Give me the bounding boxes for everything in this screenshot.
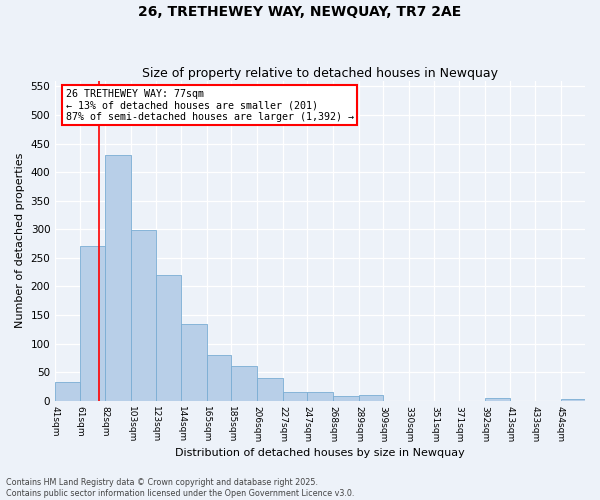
Bar xyxy=(55,382,80,400)
Text: Contains HM Land Registry data © Crown copyright and database right 2025.
Contai: Contains HM Land Registry data © Crown c… xyxy=(6,478,355,498)
X-axis label: Distribution of detached houses by size in Newquay: Distribution of detached houses by size … xyxy=(175,448,465,458)
Bar xyxy=(307,392,333,400)
Bar xyxy=(560,399,586,400)
Bar xyxy=(106,155,131,400)
Bar xyxy=(283,392,307,400)
Bar xyxy=(155,275,181,400)
Y-axis label: Number of detached properties: Number of detached properties xyxy=(15,153,25,328)
Bar xyxy=(131,230,155,400)
Title: Size of property relative to detached houses in Newquay: Size of property relative to detached ho… xyxy=(142,66,498,80)
Bar xyxy=(232,366,257,400)
Bar xyxy=(207,355,232,401)
Bar xyxy=(359,395,383,400)
Bar xyxy=(181,324,207,400)
Bar xyxy=(485,398,511,400)
Text: 26 TRETHEWEY WAY: 77sqm
← 13% of detached houses are smaller (201)
87% of semi-d: 26 TRETHEWEY WAY: 77sqm ← 13% of detache… xyxy=(66,88,354,122)
Bar xyxy=(257,378,283,400)
Bar xyxy=(333,396,359,400)
Bar xyxy=(80,246,106,400)
Text: 26, TRETHEWEY WAY, NEWQUAY, TR7 2AE: 26, TRETHEWEY WAY, NEWQUAY, TR7 2AE xyxy=(139,5,461,19)
